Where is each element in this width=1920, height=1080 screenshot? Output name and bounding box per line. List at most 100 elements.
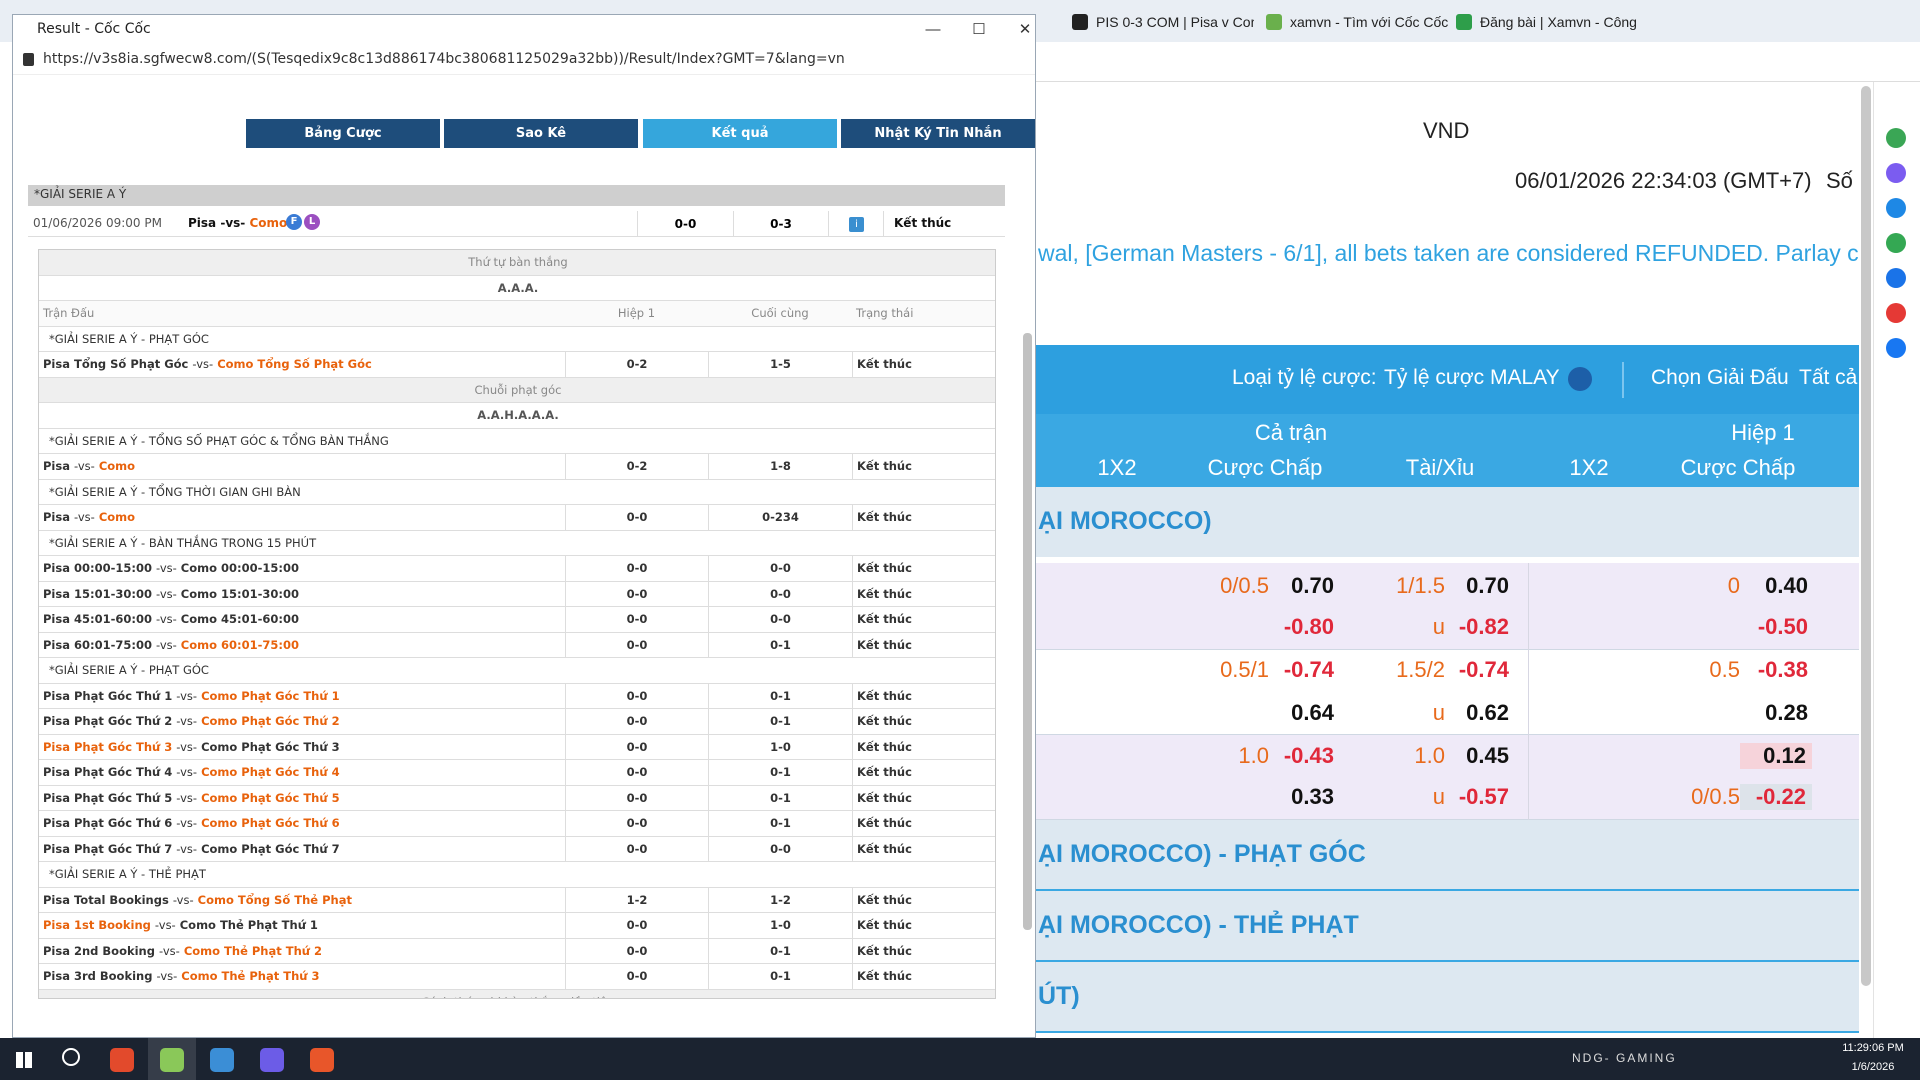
nav-tab[interactable]: Nhật Ký Tin Nhắn <box>841 119 1035 148</box>
score: 0-1 <box>708 709 852 735</box>
badge[interactable]: L <box>304 214 320 230</box>
info-icon[interactable]: i <box>849 217 864 232</box>
home-team: Pisa 3rd Booking <box>43 969 153 983</box>
badge[interactable]: F <box>286 214 302 230</box>
browser-tab[interactable]: Đăng bài | Xamvn - Công <box>1480 14 1637 30</box>
browser-tab[interactable]: xamvn - Tìm với Cốc Cốc <box>1290 14 1448 30</box>
odds-price[interactable]: 0.70 <box>1291 573 1334 598</box>
vs: -vs- <box>155 561 177 575</box>
marquee-box: wal, [German Masters - 6/1], all bets ta… <box>1038 240 1859 274</box>
odds-price[interactable]: -0.74 <box>1283 657 1334 682</box>
vs: -vs- <box>155 586 177 601</box>
odds-price[interactable]: -0.80 <box>1283 614 1334 639</box>
window-button[interactable]: — <box>925 21 941 38</box>
nav-tab[interactable]: Sao Kê <box>444 119 638 148</box>
status: Kết thúc <box>852 632 995 658</box>
odds-band <box>1036 563 1859 650</box>
score: 0-234 <box>708 505 852 531</box>
status: Kết thúc <box>852 964 995 990</box>
odds-price[interactable]: 0.28 <box>1765 700 1808 725</box>
odds-line: 0 <box>1727 573 1740 598</box>
odds-price[interactable]: -0.43 <box>1283 743 1334 768</box>
window-button[interactable]: ✕ <box>1018 21 1032 38</box>
odds-price[interactable]: -0.82 <box>1458 614 1509 639</box>
detail-row: A.A.H.A.A.A. <box>39 403 995 429</box>
browser-tab[interactable]: PIS 0-3 COM | Pisa v Com <box>1096 14 1254 30</box>
odds-price[interactable]: -0.22 <box>1740 784 1812 810</box>
url[interactable]: https://v3s8ia.sgfwecw8.com/(S(Tesqedix9… <box>43 51 845 67</box>
status: Kết thúc <box>852 811 995 837</box>
side-icon[interactable] <box>1886 233 1906 253</box>
odds-price[interactable]: 0.45 <box>1466 743 1509 768</box>
odds-price[interactable]: 0.70 <box>1466 573 1509 598</box>
side-icon[interactable] <box>1886 163 1906 183</box>
detail-row: Pisa -vs- Como 0-0 0-234 Kết thúc <box>39 505 995 531</box>
taskbar-app[interactable] <box>260 1048 284 1072</box>
away-team: Como 15:01-30:00 <box>180 586 300 601</box>
status: Kết thúc <box>852 454 995 480</box>
odds-price[interactable]: -0.74 <box>1458 657 1509 682</box>
datetime: 06/01/2026 22:34:03 (GMT+7) <box>1515 168 1812 193</box>
league-pick[interactable]: Tất cả <box>1799 366 1858 389</box>
sub-league: *GIẢI SERIE A Ý - PHẠT GÓC <box>49 331 209 346</box>
detail-row: Pisa 60:01-75:00 -vs- Como 60:01-75:00 0-… <box>39 632 995 659</box>
odds-price[interactable]: 0.40 <box>1765 573 1808 598</box>
taskbar-app[interactable] <box>310 1048 334 1072</box>
league-pick-label: Chọn Giải Đấu <box>1651 366 1789 389</box>
search-button[interactable] <box>62 1048 80 1066</box>
detail-row: Pisa 1st Booking -vs- Como Thẻ Phạt Thứ … <box>39 913 995 939</box>
odds-line: 1.5/2 <box>1396 657 1445 682</box>
detail-row: *GIẢI SERIE A Ý - THẺ PHẠT <box>39 862 995 888</box>
detail-row: *GIẢI SERIE A Ý - TỔNG SỐ PHẠT GÓC & TỔN… <box>39 429 995 454</box>
odds-band <box>1036 735 1859 820</box>
match-teams: Pisa -vs- Como <box>188 216 287 230</box>
home-team: Pisa 15:01-30:00 <box>43 586 152 601</box>
odds-price[interactable]: 0.12 <box>1740 743 1812 769</box>
detail-match: Pisa Total Bookings -vs- Como Tổng Số Th… <box>43 888 352 914</box>
away-team: Como 00:00-15:00 <box>180 561 300 575</box>
odds-price[interactable]: -0.50 <box>1757 614 1808 639</box>
odds-price[interactable]: -0.38 <box>1757 657 1808 682</box>
odds-price[interactable]: 0.33 <box>1291 784 1334 809</box>
status: Kết thúc <box>852 938 995 964</box>
odds-line: 0/0.5 <box>1691 784 1740 809</box>
nav-tab[interactable]: Bảng Cược <box>246 119 440 148</box>
nav-tab[interactable]: Kết quả <box>643 119 837 148</box>
section-strip <box>1036 820 1859 891</box>
odds-price[interactable]: 0.62 <box>1466 700 1509 725</box>
col-header: 1X2 <box>1569 455 1609 480</box>
side-icon[interactable] <box>1886 338 1906 358</box>
status: Kết thúc <box>852 887 995 913</box>
detail-row: Thứ tự bàn thắng <box>39 250 995 276</box>
detail-match: Pisa Phạt Góc Thứ 4 -vs- Como Phạt Góc T… <box>43 760 340 786</box>
detail-match: Pisa 60:01-75:00 -vs- Como 60:01-75:00 <box>43 633 299 659</box>
sequence: A.A.A. <box>497 280 539 295</box>
detail-row: Pisa 3rd Booking -vs- Como Thẻ Phạt Thứ … <box>39 964 995 990</box>
detail-match: Pisa -vs- Como <box>43 454 135 480</box>
side-icon[interactable] <box>1886 128 1906 148</box>
away-team: Como Thẻ Phạt Thứ 3 <box>181 969 320 983</box>
taskbar-app[interactable] <box>210 1048 234 1072</box>
odds-line: 1.0 <box>1414 743 1445 768</box>
side-icon[interactable] <box>1886 303 1906 323</box>
score: 0-0 <box>565 964 708 990</box>
status: Kết thúc <box>852 734 995 760</box>
away-team: Como <box>98 459 136 473</box>
home-team: Pisa 2nd Booking <box>43 943 155 958</box>
side-icon[interactable] <box>1886 268 1906 288</box>
odds-price[interactable]: -0.57 <box>1458 784 1509 809</box>
away-team: Como Phạt Góc Thứ 4 <box>201 765 340 779</box>
window-button[interactable]: ☐ <box>972 21 986 38</box>
detail-match: Pisa Phạt Góc Thứ 7 -vs- Como Phạt Góc T… <box>43 837 340 863</box>
detail-match: Pisa 1st Booking -vs- Como Thẻ Phạt Thứ … <box>43 913 318 939</box>
odds-type[interactable]: Tỷ lệ cược MALAY <box>1384 366 1560 389</box>
start-button[interactable] <box>16 1052 32 1068</box>
taskbar-app[interactable] <box>160 1048 184 1072</box>
taskbar-app[interactable] <box>110 1048 134 1072</box>
score: 0-0 <box>708 581 852 607</box>
side-icon[interactable] <box>1886 198 1906 218</box>
lock-icon <box>23 53 34 66</box>
odds-price[interactable]: 0.64 <box>1291 700 1334 725</box>
currency[interactable]: VND <box>1423 118 1470 143</box>
column-header: Hiệp 1 <box>617 306 656 320</box>
